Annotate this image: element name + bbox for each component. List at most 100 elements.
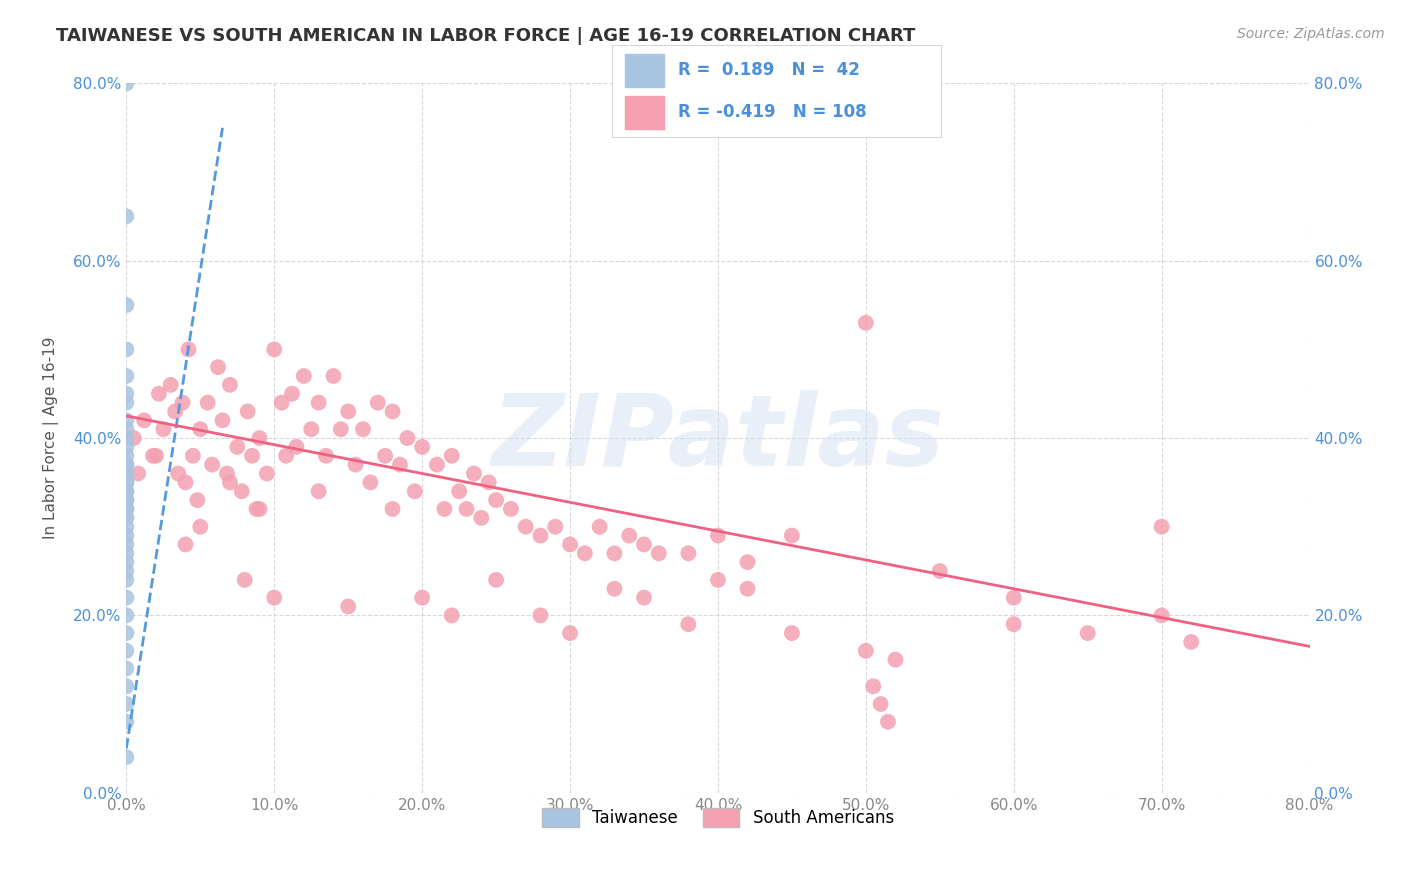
Point <box>478 475 501 490</box>
Point <box>186 493 208 508</box>
Point <box>249 502 271 516</box>
Point <box>115 502 138 516</box>
Point <box>115 591 138 605</box>
Point <box>256 467 278 481</box>
Point <box>470 511 492 525</box>
Point <box>1077 626 1099 640</box>
Point <box>115 449 138 463</box>
Point <box>134 413 156 427</box>
Point <box>115 386 138 401</box>
Point <box>515 519 537 533</box>
Point <box>115 475 138 490</box>
Point <box>219 475 242 490</box>
Point <box>1002 617 1025 632</box>
Point <box>780 626 803 640</box>
Point <box>337 404 360 418</box>
Point <box>115 573 138 587</box>
Point <box>115 750 138 764</box>
Point <box>197 395 219 409</box>
Point <box>115 626 138 640</box>
Point <box>737 555 759 569</box>
Point <box>188 519 211 533</box>
Point <box>440 449 463 463</box>
Point <box>115 298 138 312</box>
Point <box>396 431 419 445</box>
Point <box>928 564 950 578</box>
Point <box>485 573 508 587</box>
Point <box>115 661 138 675</box>
Point <box>558 626 581 640</box>
Point <box>633 591 655 605</box>
Point <box>115 422 138 436</box>
Point <box>207 360 229 375</box>
Point <box>359 475 381 490</box>
Point <box>115 697 138 711</box>
Point <box>233 573 256 587</box>
Point <box>115 343 138 357</box>
Point <box>308 395 330 409</box>
Point <box>574 546 596 560</box>
Point <box>181 449 204 463</box>
Point <box>115 493 138 508</box>
Text: Source: ZipAtlas.com: Source: ZipAtlas.com <box>1237 27 1385 41</box>
Point <box>1150 519 1173 533</box>
Point <box>869 697 891 711</box>
Point <box>115 714 138 729</box>
Point <box>1150 608 1173 623</box>
Point <box>1180 635 1202 649</box>
Point <box>588 519 610 533</box>
Point <box>603 582 626 596</box>
Bar <box>624 54 665 87</box>
Point <box>404 484 426 499</box>
Point <box>381 502 404 516</box>
Point <box>115 77 138 91</box>
Point <box>115 493 138 508</box>
Point <box>115 431 138 445</box>
Point <box>322 369 344 384</box>
Point <box>174 537 197 551</box>
Point <box>115 519 138 533</box>
Point <box>308 484 330 499</box>
Point <box>678 617 700 632</box>
Point <box>177 343 200 357</box>
Point <box>633 537 655 551</box>
Point <box>270 395 292 409</box>
Point <box>115 679 138 693</box>
Point <box>411 591 433 605</box>
Point <box>862 679 884 693</box>
Point <box>463 467 485 481</box>
Point <box>433 502 456 516</box>
Point <box>855 644 877 658</box>
Point <box>352 422 374 436</box>
Legend: Taiwanese, South Americans: Taiwanese, South Americans <box>536 801 901 834</box>
Point <box>274 449 297 463</box>
Point <box>115 458 138 472</box>
Point <box>344 458 367 472</box>
FancyBboxPatch shape <box>612 45 942 138</box>
Point <box>115 484 138 499</box>
Point <box>245 502 267 516</box>
Point <box>201 458 224 472</box>
Point <box>426 458 449 472</box>
Point <box>145 449 167 463</box>
Point <box>648 546 671 560</box>
Point <box>1002 591 1025 605</box>
Point <box>529 608 551 623</box>
Point <box>440 608 463 623</box>
Point <box>152 422 174 436</box>
Text: R =  0.189   N =  42: R = 0.189 N = 42 <box>678 61 859 78</box>
Bar <box>624 96 665 129</box>
Point <box>188 422 211 436</box>
Point <box>707 528 730 542</box>
Point <box>115 484 138 499</box>
Point <box>115 467 138 481</box>
Point <box>159 377 181 392</box>
Y-axis label: In Labor Force | Age 16-19: In Labor Force | Age 16-19 <box>44 337 59 540</box>
Point <box>499 502 522 516</box>
Point <box>115 511 138 525</box>
Point <box>285 440 308 454</box>
Point <box>142 449 165 463</box>
Point <box>219 377 242 392</box>
Point <box>381 404 404 418</box>
Point <box>281 386 304 401</box>
